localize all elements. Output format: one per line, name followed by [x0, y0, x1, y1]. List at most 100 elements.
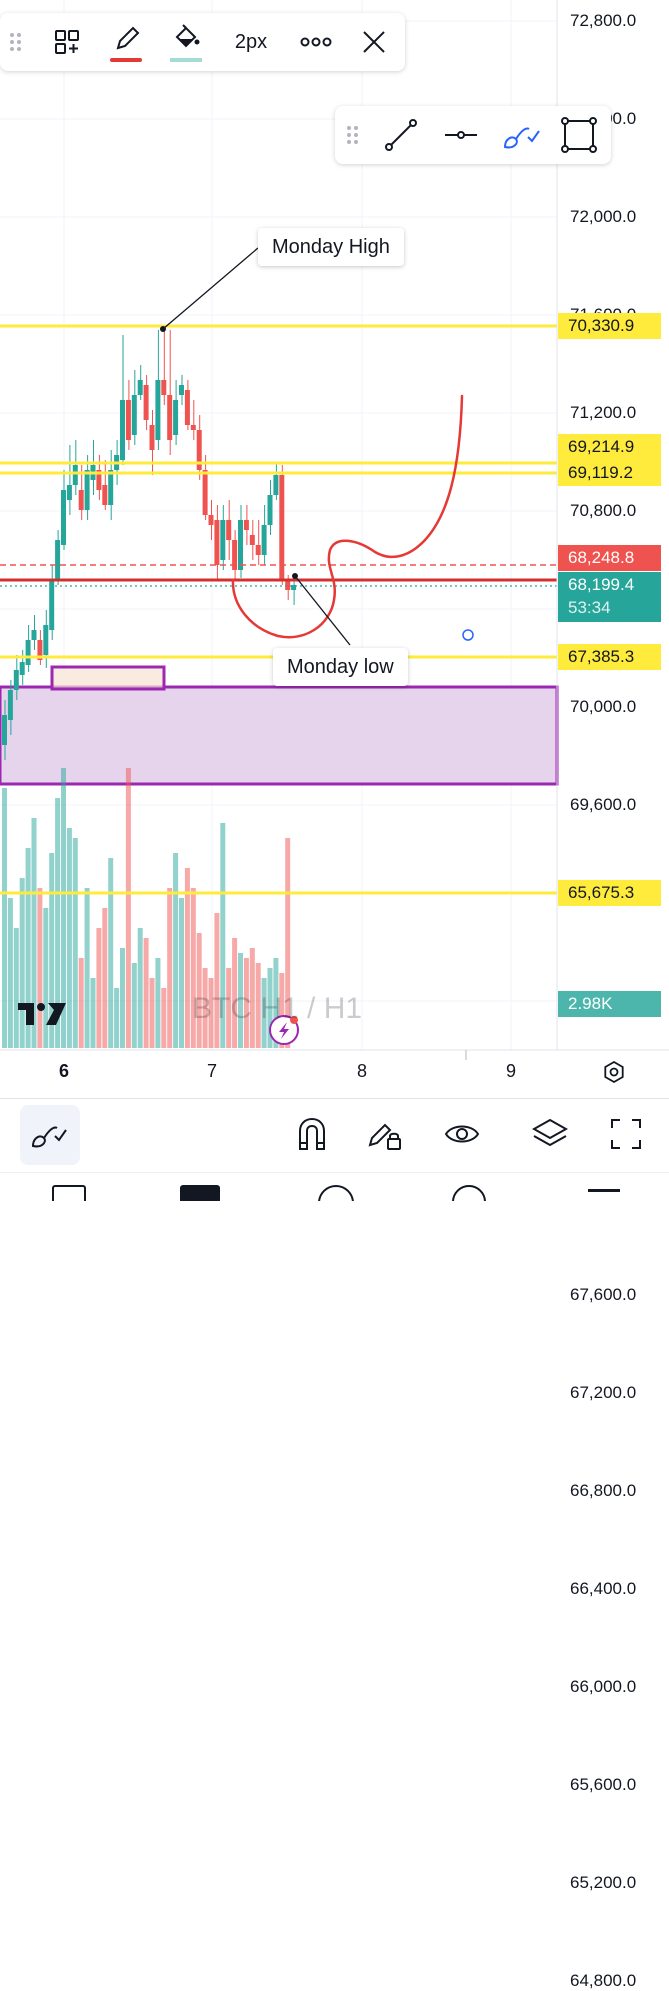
- date-tick-8: 8: [356, 1061, 368, 1081]
- explore-tab-icon[interactable]: [318, 1185, 354, 1201]
- candle-body: [167, 395, 173, 440]
- candle-body: [267, 495, 273, 525]
- small-zone[interactable]: [50, 665, 166, 691]
- drawing-tool-icon[interactable]: [20, 1105, 80, 1165]
- fullscreen-icon[interactable]: [598, 1111, 654, 1157]
- watchlist-tab-icon[interactable]: [52, 1185, 86, 1201]
- price-axis-tick: 66,800.0: [570, 1481, 637, 1500]
- candle-body: [120, 400, 125, 460]
- last-price-box: 68,199.4 53:34: [558, 572, 661, 622]
- price-label-level-c: 67,385.3: [558, 644, 661, 670]
- monday-low-callout[interactable]: Monday low: [273, 648, 408, 686]
- volume-bar: [238, 953, 243, 1048]
- drag-handle-icon[interactable]: [6, 30, 26, 54]
- community-tab-icon[interactable]: [452, 1185, 486, 1201]
- volume-bar: [232, 938, 238, 1048]
- price-label-last: 68,199.4: [568, 575, 635, 594]
- volume-bar: [167, 888, 173, 1048]
- volume-bar: [72, 838, 78, 1048]
- candle-body: [279, 475, 285, 580]
- volume-bar: [279, 973, 285, 1048]
- brush-icon[interactable]: [501, 116, 541, 154]
- close-icon[interactable]: [356, 25, 392, 59]
- candle-body: [55, 540, 61, 580]
- candle-body: [131, 395, 137, 435]
- candle-body: [19, 662, 25, 675]
- tradingview-logo-icon: [18, 1003, 66, 1025]
- candle-body: [243, 520, 249, 530]
- chart-tab-icon[interactable]: [180, 1185, 220, 1201]
- bottom-toolbar: [0, 1098, 669, 1171]
- volume-bar: [102, 908, 108, 1048]
- eye-icon[interactable]: [434, 1111, 490, 1157]
- brush-drawing[interactable]: [231, 394, 464, 639]
- monday-low-anchor: [292, 573, 298, 579]
- candle-body: [214, 520, 220, 565]
- candle-body: [125, 400, 131, 440]
- candle-body: [190, 425, 196, 430]
- menu-tab-icon[interactable]: [588, 1189, 620, 1192]
- volume-bar: [114, 988, 120, 1048]
- volume-bar: [120, 948, 125, 1048]
- price-axis-tick: 66,400.0: [570, 1579, 637, 1598]
- volume-bar: [84, 888, 90, 1048]
- drawing-handle[interactable]: [462, 629, 474, 641]
- candle-body: [66, 485, 72, 500]
- candlesticks: [2, 330, 297, 760]
- price-axis-tick: 67,200.0: [570, 1383, 637, 1402]
- price-label-level-b: 69,119.2: [558, 460, 661, 486]
- bar-countdown: 53:34: [568, 598, 611, 617]
- candle-body: [143, 385, 149, 420]
- candle-body: [2, 715, 7, 745]
- volume-bar: [7, 898, 13, 1048]
- layers-icon[interactable]: [522, 1111, 578, 1157]
- candle-body: [273, 475, 279, 495]
- candle-body: [232, 540, 238, 570]
- rectangle-icon[interactable]: [559, 116, 599, 154]
- horizontal-ray-icon[interactable]: [441, 116, 481, 154]
- volume-bar: [43, 908, 49, 1048]
- volume-bar: [202, 968, 208, 1048]
- date-tick-9: 9: [505, 1061, 517, 1081]
- volume-bar: [49, 853, 55, 1048]
- volume-bar: [285, 838, 291, 1048]
- chart-grid: [0, 0, 557, 1050]
- more-dots-icon[interactable]: [296, 25, 336, 59]
- date-tick-6: 6: [58, 1061, 70, 1081]
- line-width-button[interactable]: 2px: [234, 30, 268, 53]
- pencil-color-icon[interactable]: [106, 19, 146, 65]
- drawing-toolbar: 2px: [0, 13, 405, 71]
- volume-bar: [19, 878, 25, 1048]
- candle-body: [37, 640, 43, 660]
- candle-body: [43, 625, 49, 655]
- candle-body: [155, 380, 161, 440]
- volume-bar: [214, 913, 220, 1048]
- demand-zone[interactable]: [0, 685, 559, 786]
- volume-bar: [108, 858, 114, 1048]
- chart-canvas[interactable]: [0, 0, 669, 1200]
- volume-bar: [149, 978, 155, 1048]
- volume-label: 2.98K: [558, 991, 661, 1017]
- volume-bar: [61, 768, 66, 1048]
- trend-line-icon[interactable]: [381, 116, 421, 154]
- price-label-level-a: 69,214.9: [558, 434, 661, 460]
- price-axis-tick: 72,000.0: [570, 207, 637, 226]
- candle-body: [137, 380, 143, 395]
- price-axis-tick: 65,200.0: [570, 1873, 637, 1892]
- candle-body: [208, 515, 214, 525]
- price-axis-tick: 65,600.0: [570, 1775, 637, 1794]
- date-tick-7: 7: [206, 1061, 218, 1081]
- lock-drawing-icon[interactable]: [356, 1111, 412, 1157]
- volume-bar: [96, 928, 102, 1048]
- settings-gear-icon[interactable]: [602, 1060, 626, 1084]
- magnet-icon[interactable]: [284, 1111, 340, 1157]
- drag-handle-icon[interactable]: [343, 123, 363, 147]
- candle-body: [255, 545, 261, 555]
- fill-bucket-icon[interactable]: [166, 19, 206, 65]
- volume-bar: [143, 938, 149, 1048]
- volume-bar: [31, 818, 37, 1048]
- add-object-icon[interactable]: [50, 25, 84, 59]
- volume-bar: [155, 958, 161, 1048]
- monday-high-callout[interactable]: Monday High: [258, 228, 404, 266]
- candle-body: [173, 400, 179, 435]
